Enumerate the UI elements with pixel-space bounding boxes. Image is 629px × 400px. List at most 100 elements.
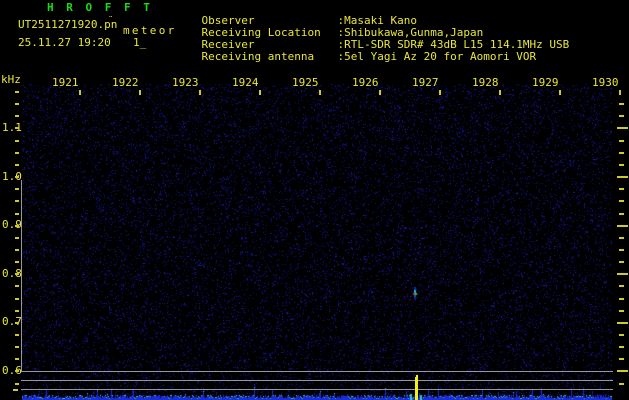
freq-tick-right <box>619 115 624 118</box>
freq-tick-right <box>619 285 624 288</box>
info-value: 5el Yagi Az 20 for Aomori VOR <box>344 50 537 63</box>
info-value: Masaki Kano <box>344 14 417 27</box>
freq-tick-right <box>619 297 624 300</box>
freq-tick-right <box>619 212 624 215</box>
y-axis-label: 0.6 <box>2 364 22 377</box>
freq-tick-left <box>13 389 18 391</box>
info-label: Receiver <box>201 38 255 51</box>
info-row-observer: Observer:Masaki Kano <box>175 3 417 39</box>
freq-tick-right <box>619 248 624 251</box>
freq-tick-right <box>619 236 624 239</box>
observation-tag: meteor <box>123 24 177 37</box>
x-axis-label: 1921 <box>52 76 79 89</box>
freq-tick-left <box>15 224 19 227</box>
freq-tick-right <box>619 346 624 349</box>
freq-tick-left <box>15 91 19 93</box>
freq-tick-left <box>15 176 19 179</box>
freq-tick-left <box>15 103 19 106</box>
freq-tick-left <box>15 382 19 385</box>
x-axis-label: 1922 <box>112 76 139 89</box>
freq-tick-right-major <box>617 224 628 227</box>
x-axis-tick <box>559 90 561 95</box>
info-label: Observer <box>201 14 255 27</box>
x-axis-tick <box>379 90 381 95</box>
freq-tick-right <box>619 334 624 336</box>
freq-tick-right-major <box>617 127 628 130</box>
freq-tick-left <box>15 115 19 118</box>
freq-tick-right-major <box>617 321 628 324</box>
y-axis-label: 1.0 <box>2 169 22 183</box>
x-axis-label: 1924 <box>232 76 259 89</box>
freq-tick-right <box>619 309 624 312</box>
info-separator: : <box>337 26 345 39</box>
info-row-antenna: Receiving antenna:5el Yagi Az 20 for Aom… <box>175 39 537 75</box>
freq-tick-left <box>15 200 19 203</box>
app-title: H R O F F T <box>47 1 153 14</box>
info-value: Shibukawa,Gunma,Japan <box>344 26 484 39</box>
freq-tick-right-major <box>617 176 628 179</box>
freq-tick-right-major <box>617 370 628 373</box>
freq-tick-left <box>15 285 19 288</box>
date-time: 25.11.27 19:20 <box>18 36 111 49</box>
freq-tick-left <box>15 151 19 154</box>
level-frame-left <box>21 180 22 372</box>
freq-tick-left <box>15 163 19 166</box>
echo-level-spike <box>415 377 418 400</box>
y-axis-label: 0.9 <box>2 218 22 232</box>
frame-counter: 1_ <box>133 36 147 49</box>
freq-tick-right <box>619 188 624 191</box>
info-row-receiver: Receiver:RTL-SDR SDR# 43dB L15 114.1MHz … <box>175 27 570 63</box>
info-label: Receiving antenna <box>201 50 315 63</box>
freq-tick-left <box>15 188 19 191</box>
x-axis-tick <box>79 90 81 95</box>
level-reference-line <box>21 371 613 372</box>
info-separator: : <box>337 50 345 63</box>
x-axis-label: 1929 <box>532 76 559 89</box>
y-axis-unit: kHz <box>1 73 21 86</box>
freq-tick-left <box>15 309 19 312</box>
freq-tick-left <box>15 370 19 373</box>
output-filename: UT2511271920.pn <box>18 18 118 31</box>
freq-tick-left <box>15 297 19 300</box>
y-axis-label: 0.7 <box>2 315 22 329</box>
x-axis-label: 1928 <box>472 76 499 89</box>
freq-tick-left <box>15 358 19 361</box>
x-axis-tick <box>499 90 501 95</box>
x-axis-tick <box>319 90 321 95</box>
freq-tick-right <box>619 139 624 142</box>
level-reference-line <box>21 389 613 390</box>
x-axis-label: 1926 <box>352 76 379 89</box>
x-axis-label: 1923 <box>172 76 199 89</box>
freq-tick-right-major <box>617 273 628 276</box>
x-axis-tick <box>619 90 621 95</box>
freq-tick-left <box>15 273 19 276</box>
x-axis-tick <box>199 90 201 95</box>
x-axis-label: 1927 <box>412 76 439 89</box>
freq-tick-left <box>15 236 19 239</box>
freq-tick-right <box>619 151 624 154</box>
x-axis-tick <box>439 90 441 95</box>
freq-tick-left <box>15 248 19 251</box>
freq-tick-left <box>15 321 19 324</box>
x-axis-label: 1925 <box>292 76 319 89</box>
freq-tick-left <box>15 346 19 349</box>
freq-tick-right <box>619 382 624 385</box>
info-label: Receiving Location <box>201 26 321 39</box>
x-axis-label: 1930 <box>592 76 619 89</box>
info-separator: : <box>337 38 345 51</box>
y-axis-label: 0.8 <box>2 266 22 280</box>
freq-tick-left <box>15 139 19 142</box>
level-reference-line <box>21 380 613 381</box>
spectrogram-canvas <box>22 84 612 400</box>
freq-tick-right <box>619 163 624 166</box>
freq-tick-left <box>15 334 19 336</box>
x-axis-tick <box>259 90 261 95</box>
filename-artifact: ¨ <box>108 16 114 26</box>
freq-tick-right <box>619 358 624 361</box>
y-axis-label: 1.1 <box>2 121 22 134</box>
info-row-location: Receiving Location:Shibukawa,Gunma,Japan <box>175 15 484 51</box>
freq-tick-right <box>619 200 624 203</box>
echo-level-spike-cap <box>416 375 418 378</box>
freq-tick-right <box>619 103 624 106</box>
